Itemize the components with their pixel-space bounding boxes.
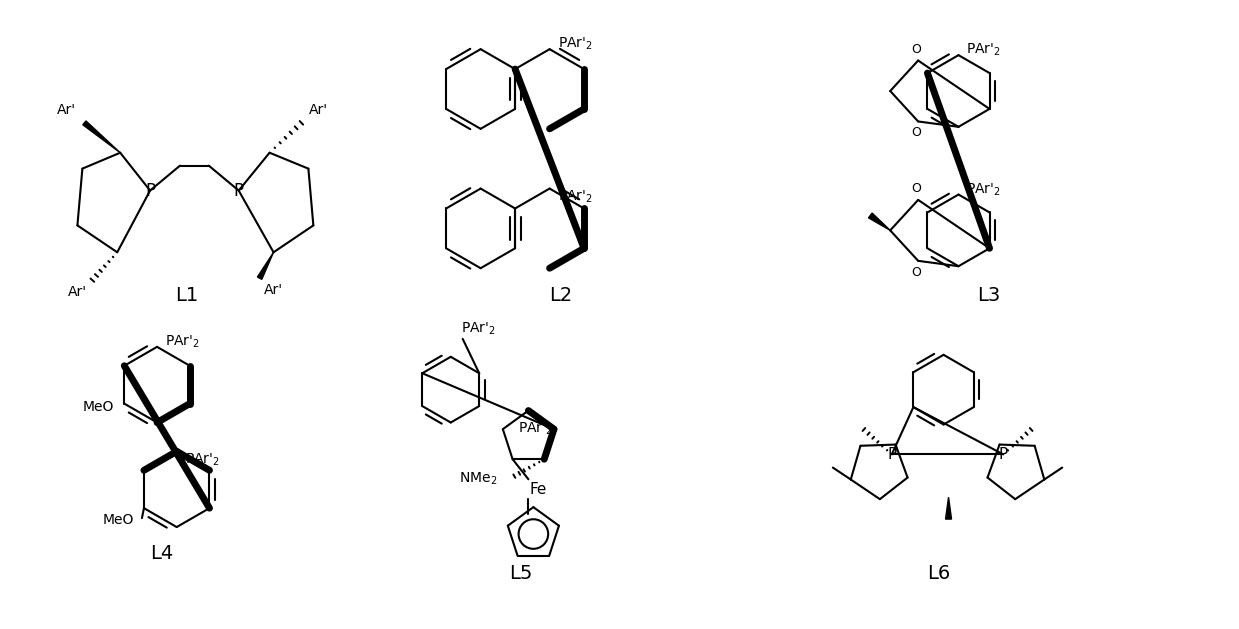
Text: L4: L4 (150, 545, 173, 564)
Text: L5: L5 (509, 564, 532, 583)
Text: L1: L1 (175, 286, 198, 304)
Text: P: P (887, 447, 897, 462)
Text: PAr'$_2$: PAr'$_2$ (558, 188, 592, 204)
Text: O: O (911, 126, 921, 140)
Text: NMe$_2$: NMe$_2$ (460, 471, 497, 487)
Text: PAr'$_2$: PAr'$_2$ (518, 421, 553, 437)
Text: PAr'$_2$: PAr'$_2$ (966, 42, 1001, 58)
Text: P: P (999, 447, 1007, 462)
Text: PAr'$_2$: PAr'$_2$ (558, 36, 592, 52)
Text: Fe: Fe (529, 482, 548, 497)
Text: L3: L3 (976, 286, 1000, 304)
Text: PAr'$_2$: PAr'$_2$ (165, 333, 199, 350)
Text: MeO: MeO (83, 399, 114, 414)
Text: O: O (911, 266, 921, 279)
Text: O: O (911, 43, 921, 55)
Text: Ar': Ar' (264, 283, 282, 297)
Text: MeO: MeO (103, 513, 134, 527)
Polygon shape (869, 213, 890, 230)
Polygon shape (258, 252, 274, 279)
Text: PAr'$_2$: PAr'$_2$ (461, 321, 496, 337)
Text: PAr'$_2$: PAr'$_2$ (966, 181, 1001, 198)
Polygon shape (83, 121, 120, 153)
Text: Ar': Ar' (310, 103, 328, 117)
Text: PAr'$_2$: PAr'$_2$ (185, 451, 219, 467)
Text: P: P (145, 182, 155, 199)
Text: O: O (911, 182, 921, 195)
Text: Ar': Ar' (68, 285, 88, 299)
Polygon shape (945, 497, 952, 519)
Text: L6: L6 (927, 564, 950, 583)
Text: Ar': Ar' (57, 103, 77, 117)
Text: P: P (234, 182, 244, 199)
Text: L2: L2 (549, 286, 572, 304)
